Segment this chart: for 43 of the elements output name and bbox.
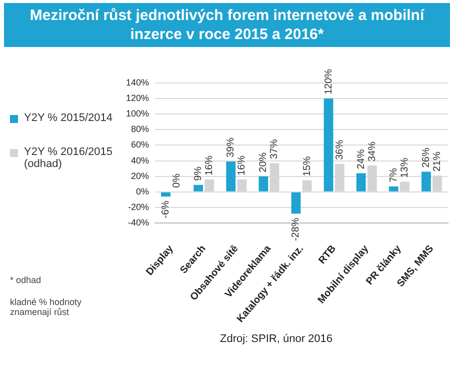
data-label: -6% bbox=[160, 200, 172, 218]
chart-title: Meziroční růst jednotlivých forem internetové a mobilní inzerce v roce 2015 a 2016* bbox=[4, 3, 450, 47]
bar bbox=[161, 192, 170, 197]
data-label: 24% bbox=[356, 149, 367, 170]
data-label: -28% bbox=[290, 218, 302, 242]
data-label: 39% bbox=[226, 137, 237, 158]
text: kladné % hodnoty znamenají růst bbox=[10, 297, 83, 317]
bar bbox=[388, 186, 398, 192]
y-tick-label: -20% bbox=[128, 202, 150, 212]
data-label: 16% bbox=[236, 155, 248, 176]
data-label: 34% bbox=[366, 141, 378, 162]
y-tick-label: 40% bbox=[131, 155, 150, 166]
data-label: 7% bbox=[388, 168, 400, 182]
data-label: 37% bbox=[269, 138, 280, 160]
data-label: 9% bbox=[193, 166, 204, 181]
bar bbox=[356, 173, 366, 192]
data-label: 120% bbox=[323, 68, 334, 95]
data-label: 26% bbox=[420, 148, 432, 168]
data-label: 16% bbox=[204, 155, 216, 176]
y-tick-label: -40% bbox=[128, 217, 150, 228]
data-label: 15% bbox=[302, 156, 313, 176]
bar bbox=[421, 172, 431, 192]
text: Zdroj: SPIR, únor 2016 bbox=[220, 333, 333, 345]
y-tick-label: 140% bbox=[126, 77, 150, 88]
legend-label: Y2Y % 2016/2015 (odhad) bbox=[24, 146, 114, 170]
y-tick-label: 20% bbox=[131, 170, 150, 181]
data-label: 0% bbox=[172, 173, 183, 188]
y-tick-label: 0% bbox=[136, 186, 150, 196]
bar bbox=[194, 184, 204, 192]
data-label: 36% bbox=[334, 140, 346, 160]
data-label: 21% bbox=[432, 151, 444, 172]
legend-label: Y2Y % 2015/2014 bbox=[24, 112, 112, 124]
bar bbox=[258, 176, 268, 192]
text: * odhad bbox=[10, 275, 42, 285]
bar bbox=[324, 98, 334, 192]
y-tick-label: 120% bbox=[126, 93, 150, 104]
y-tick-label: 100% bbox=[126, 108, 150, 119]
data-label: 13% bbox=[399, 158, 410, 178]
bar bbox=[291, 192, 301, 214]
y-tick-label: 80% bbox=[131, 124, 150, 134]
y-tick-label: 60% bbox=[131, 140, 150, 150]
data-label: 20% bbox=[258, 152, 270, 172]
bar bbox=[226, 162, 236, 192]
